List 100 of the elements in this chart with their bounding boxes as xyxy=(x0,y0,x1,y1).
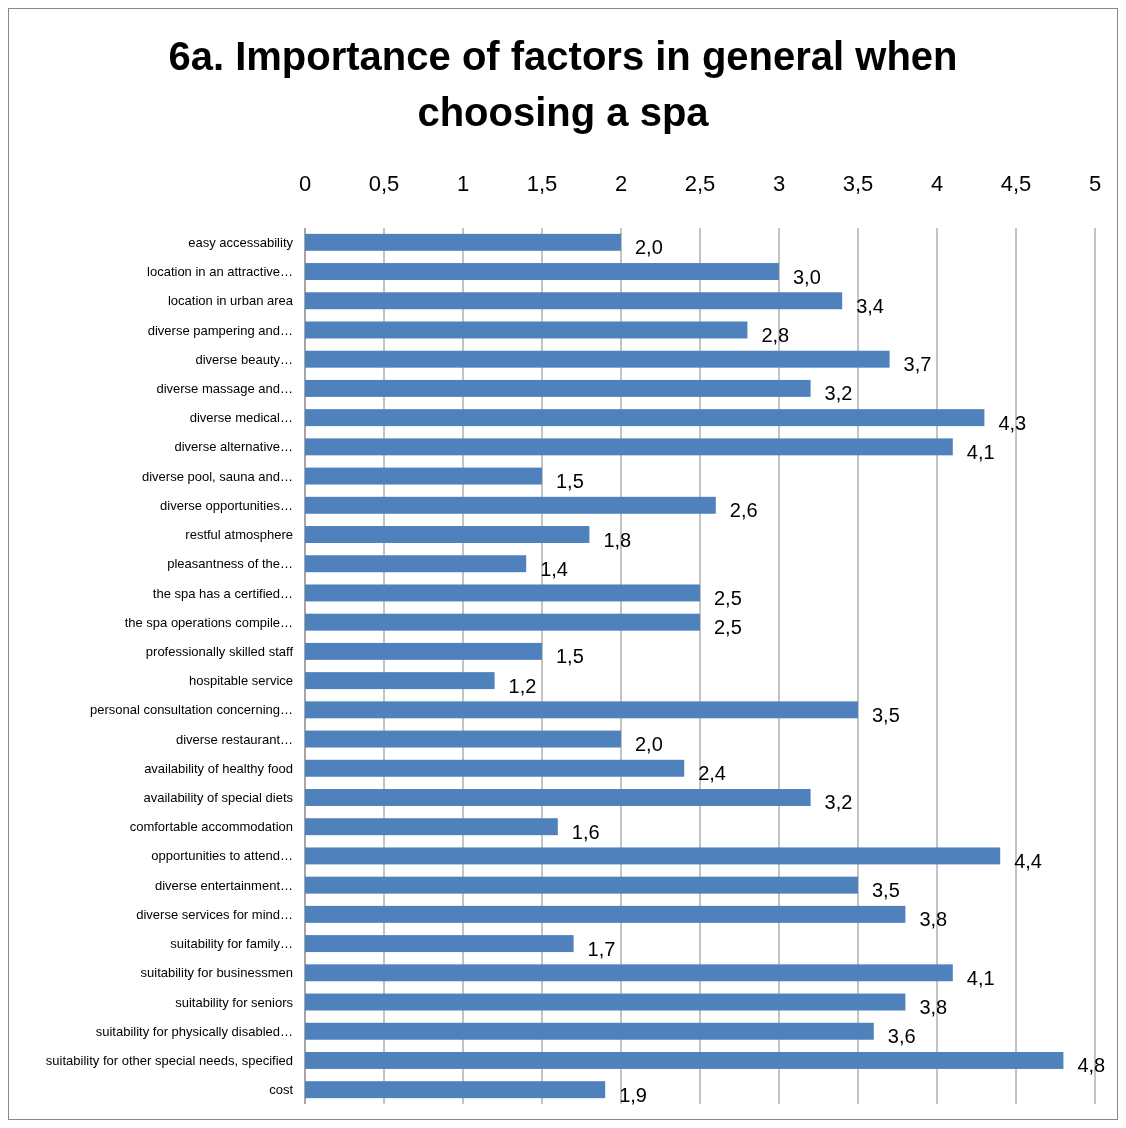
data-label: 4,8 xyxy=(1077,1054,1106,1077)
y-tick-label: diverse alternative… xyxy=(174,439,293,455)
y-tick-label: hospitable service xyxy=(188,673,293,689)
data-label: 4,4 xyxy=(1014,849,1043,872)
data-label: 3,0 xyxy=(793,265,821,288)
data-label: 3,2 xyxy=(824,382,853,405)
y-tick-label: easy accessability xyxy=(188,234,294,250)
bar xyxy=(305,759,685,777)
data-label: 1,5 xyxy=(556,645,584,668)
y-tick-label: restful atmosphere xyxy=(185,527,293,543)
data-label: 2,6 xyxy=(729,499,758,522)
x-tick-label: 0 xyxy=(298,171,312,196)
data-label: 3,5 xyxy=(872,703,900,726)
bar xyxy=(305,233,621,251)
bar xyxy=(305,847,1001,865)
data-label: 3,2 xyxy=(824,791,853,814)
x-tick-label: 4 xyxy=(930,171,944,196)
data-label: 2,0 xyxy=(635,236,663,259)
y-tick-label: the spa operations compile… xyxy=(124,614,293,630)
data-label: 2,8 xyxy=(761,323,790,346)
y-tick-label: professionally skilled staff xyxy=(145,643,294,659)
x-tick-label: 2 xyxy=(614,171,628,196)
y-tick-label: location in an attractive… xyxy=(147,264,293,280)
y-tick-label: availability of special diets xyxy=(143,790,294,806)
y-tick-label: suitability for other special needs, specified xyxy=(45,1053,293,1069)
data-label: 3,7 xyxy=(903,353,932,376)
data-label: 4,3 xyxy=(998,411,1027,434)
data-label: 3,6 xyxy=(887,1025,916,1048)
y-tick-label: diverse pool, sauna and… xyxy=(141,468,293,484)
data-label: 1,7 xyxy=(587,937,616,960)
bar xyxy=(305,613,700,631)
bar xyxy=(305,905,906,923)
y-tick-label: diverse services for mind… xyxy=(136,906,293,922)
bar xyxy=(305,555,527,573)
data-label: 1,8 xyxy=(603,528,632,551)
y-tick-label: suitability for seniors xyxy=(175,994,294,1010)
x-tick-label: 3,5 xyxy=(842,171,874,196)
bar xyxy=(305,526,590,543)
y-tick-label: suitability for physically disabled… xyxy=(95,1023,293,1039)
y-tick-label: the spa has a certified… xyxy=(152,585,293,601)
bar xyxy=(305,321,748,339)
bar xyxy=(305,467,542,485)
data-label: 2,4 xyxy=(698,762,727,785)
bar xyxy=(305,379,811,397)
data-label: 3,4 xyxy=(856,294,885,317)
y-tick-label: location in urban area xyxy=(167,293,294,309)
x-tick-label: 1,5 xyxy=(526,171,558,196)
data-label: 1,2 xyxy=(508,674,537,697)
y-tick-label: diverse opportunities… xyxy=(160,497,293,513)
x-tick-label: 4,5 xyxy=(1000,171,1032,196)
x-tick-label: 1 xyxy=(456,171,470,196)
data-label: 4,1 xyxy=(966,966,995,989)
y-tick-label: comfortable accommodation xyxy=(129,819,293,835)
data-label: 1,6 xyxy=(571,820,600,843)
x-tick-label: 0,5 xyxy=(368,171,400,196)
bar xyxy=(305,1081,606,1099)
data-label: 3,8 xyxy=(919,908,948,931)
y-tick-label: diverse medical… xyxy=(189,410,293,426)
y-tick-label: suitability for family… xyxy=(170,936,293,952)
y-tick-label: availability of healthy food xyxy=(144,760,293,776)
bar xyxy=(305,438,953,456)
data-label: 1,5 xyxy=(556,470,584,493)
bar xyxy=(305,964,953,982)
data-label: 4,1 xyxy=(966,440,995,463)
x-tick-label: 5 xyxy=(1088,171,1102,196)
y-tick-label: diverse pampering and… xyxy=(147,322,293,338)
y-tick-label: diverse massage and… xyxy=(156,380,293,396)
bar xyxy=(305,584,700,602)
y-tick-label: pleasantness of the… xyxy=(167,556,293,572)
bar xyxy=(305,409,985,427)
data-label: 3,5 xyxy=(872,879,900,902)
x-tick-label: 2,5 xyxy=(684,171,716,196)
bar xyxy=(305,789,811,806)
bar xyxy=(305,730,621,748)
bar xyxy=(305,993,906,1011)
y-tick-label: suitability for businessmen xyxy=(140,965,293,981)
y-tick-label: personal consultation concerning… xyxy=(89,702,293,718)
data-label: 1,4 xyxy=(540,557,569,580)
chart-title: 6a. Importance of factors in general when choosing a spa xyxy=(168,34,958,134)
data-label: 1,9 xyxy=(619,1083,648,1106)
bar xyxy=(305,818,558,836)
data-label: 2,0 xyxy=(635,733,663,756)
y-tick-label: cost xyxy=(269,1082,294,1098)
data-label: 3,8 xyxy=(919,996,948,1019)
bar xyxy=(305,350,890,368)
bar xyxy=(305,876,858,894)
bar xyxy=(305,496,716,514)
bar xyxy=(305,1051,1064,1069)
bar xyxy=(305,292,843,310)
bar xyxy=(305,672,495,690)
bar xyxy=(305,642,542,660)
y-tick-label: opportunities to attend… xyxy=(151,848,293,864)
y-tick-label: diverse entertainment… xyxy=(154,877,293,893)
y-tick-label: diverse restaurant… xyxy=(175,731,293,747)
bar xyxy=(305,701,858,719)
bar xyxy=(305,1022,874,1040)
bar xyxy=(305,935,574,953)
data-label: 2,5 xyxy=(714,616,742,639)
bar xyxy=(305,263,779,281)
x-tick-label: 3 xyxy=(772,171,786,196)
